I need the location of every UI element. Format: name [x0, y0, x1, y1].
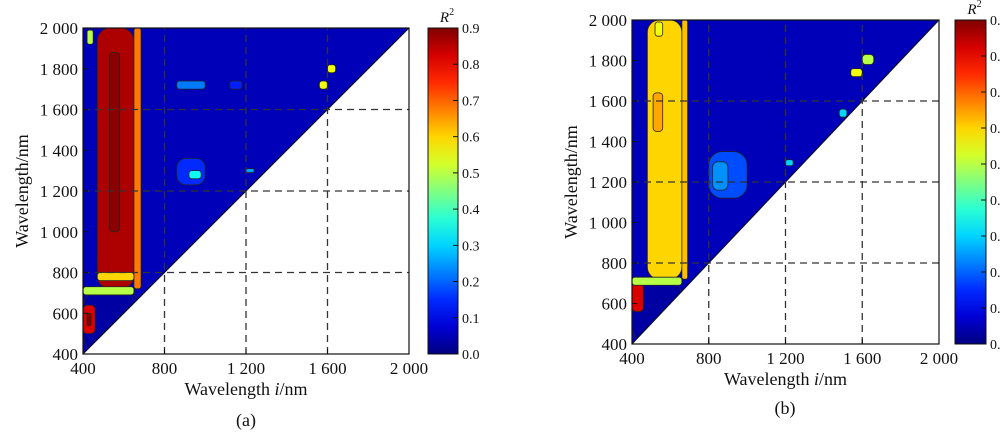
heatmap-cell — [785, 159, 794, 167]
heatmap-cell — [654, 21, 664, 37]
x-tick-label: 1 200 — [766, 349, 804, 368]
heatmap-cell — [133, 28, 142, 290]
colorbar-title: R2 — [966, 0, 981, 18]
heatmap-cell — [229, 80, 243, 90]
heatmap-cell — [176, 80, 206, 90]
colorbar-tick-label: 0.1 — [462, 312, 480, 327]
colorbar-tick-label: 0.9 — [462, 22, 480, 37]
heatmap-cell — [96, 272, 135, 282]
heatmap-cell — [245, 168, 255, 174]
heatmap-cell — [109, 52, 121, 233]
x-tick-label: 2 000 — [920, 349, 958, 368]
colorbar-tick-label: 0.4 — [990, 194, 1000, 209]
heatmap-cell — [318, 80, 328, 90]
y-tick-label: 400 — [53, 345, 79, 364]
colorbar-gradient — [954, 19, 987, 345]
x-tick-label: 800 — [696, 349, 722, 368]
heatmap-panel-b: 400 800 1 200 1 600 2 000 400 600 800 1 000 1 200… — [561, 0, 1000, 419]
heatmap-cell — [86, 29, 94, 45]
y-tick-label: 600 — [53, 304, 79, 323]
y-tick-label: 1 200 — [589, 173, 627, 192]
x-axis-label: Wavelength i/nm — [184, 379, 307, 399]
y-axis-label: Wavelength/nm — [12, 134, 32, 248]
colorbar-tick-label: 0.3 — [462, 239, 480, 254]
colorbar-gradient — [427, 27, 459, 355]
heatmap-panel-a: 400 800 1 200 1 600 2 000 400 600 800 1 000 1 200… — [12, 7, 480, 431]
y-axis-label: Wavelength/nm — [561, 125, 581, 239]
colorbar-tick-label: 0.6 — [990, 122, 1000, 137]
x-tick-label: 400 — [70, 359, 96, 378]
colorbar-tick-label: 0.8 — [990, 50, 1000, 65]
y-tick-label: 600 — [602, 295, 628, 314]
x-tick-label: 1 200 — [227, 359, 265, 378]
colorbar-tick-label: 0.9 — [990, 14, 1000, 29]
heatmap-cell — [188, 170, 202, 180]
colorbar-tick-label: 0.5 — [990, 158, 1000, 173]
heatmap-cell — [646, 20, 683, 280]
y-tick-label: 800 — [602, 254, 628, 273]
x-tick-label: 1 600 — [843, 349, 881, 368]
colorbar: 0.0 0.1 0.2 0.3 0.4 0.5 0.6 0.7 0.8 0.9 R2 — [427, 7, 480, 363]
y-tick-label: 1 400 — [40, 141, 78, 160]
x-tick-label: 800 — [152, 359, 178, 378]
x-tick-label: 400 — [619, 349, 645, 368]
colorbar-tick-label: 0.1 — [990, 302, 1000, 317]
colorbar-tick-label: 0.3 — [990, 230, 1000, 245]
y-tick-label: 1 800 — [589, 52, 627, 71]
heatmap-cell — [861, 54, 875, 65]
colorbar-tick-label: 0.6 — [462, 131, 480, 146]
colorbar-tick-label: 0.2 — [462, 276, 480, 291]
colorbar-tick-label: 0.4 — [462, 203, 480, 218]
colorbar: 0.0 0.1 0.2 0.3 0.4 0.5 0.6 0.7 0.8 0.9 R2 — [954, 0, 1000, 353]
heatmap-cell — [712, 161, 729, 191]
heatmap-cell — [83, 286, 135, 296]
y-tick-label: 2 000 — [40, 19, 78, 38]
heatmap-cell — [86, 312, 92, 326]
y-tick-label: 1 000 — [40, 223, 78, 242]
y-tick-label: 1 600 — [589, 92, 627, 111]
x-axis-label: Wavelength i/nm — [724, 369, 847, 389]
colorbar-tick-label: 0.0 — [462, 348, 480, 363]
x-tick-label: 1 600 — [308, 359, 346, 378]
heatmap-cell — [850, 68, 863, 78]
colorbar-tick-label: 0.7 — [462, 94, 480, 109]
x-tick-label: 2 000 — [390, 359, 428, 378]
y-tick-label: 1 000 — [589, 214, 627, 233]
heatmap-cell — [632, 282, 644, 313]
y-tick-label: 1 400 — [589, 133, 627, 152]
heatmap-cell — [632, 276, 683, 286]
heatmap-cell — [681, 20, 689, 280]
colorbar-tick-label: 0.5 — [462, 167, 480, 182]
colorbar-tick-label: 0.7 — [990, 86, 1000, 101]
heatmap-cell — [838, 108, 848, 118]
heatmap-cell — [327, 64, 337, 74]
y-tick-label: 1 600 — [40, 101, 78, 120]
colorbar-title: R2 — [439, 7, 454, 26]
heatmap-cell — [652, 92, 664, 132]
panel-label: (b) — [775, 398, 796, 419]
panel-label: (a) — [236, 410, 256, 431]
y-tick-label: 2 000 — [589, 11, 627, 30]
y-tick-label: 400 — [602, 335, 628, 354]
colorbar-tick-label: 0.0 — [990, 338, 1000, 353]
y-tick-label: 800 — [53, 264, 79, 283]
y-tick-label: 1 200 — [40, 182, 78, 201]
colorbar-tick-label: 0.2 — [990, 266, 1000, 281]
colorbar-tick-label: 0.8 — [462, 58, 480, 73]
y-tick-label: 1 800 — [40, 60, 78, 79]
